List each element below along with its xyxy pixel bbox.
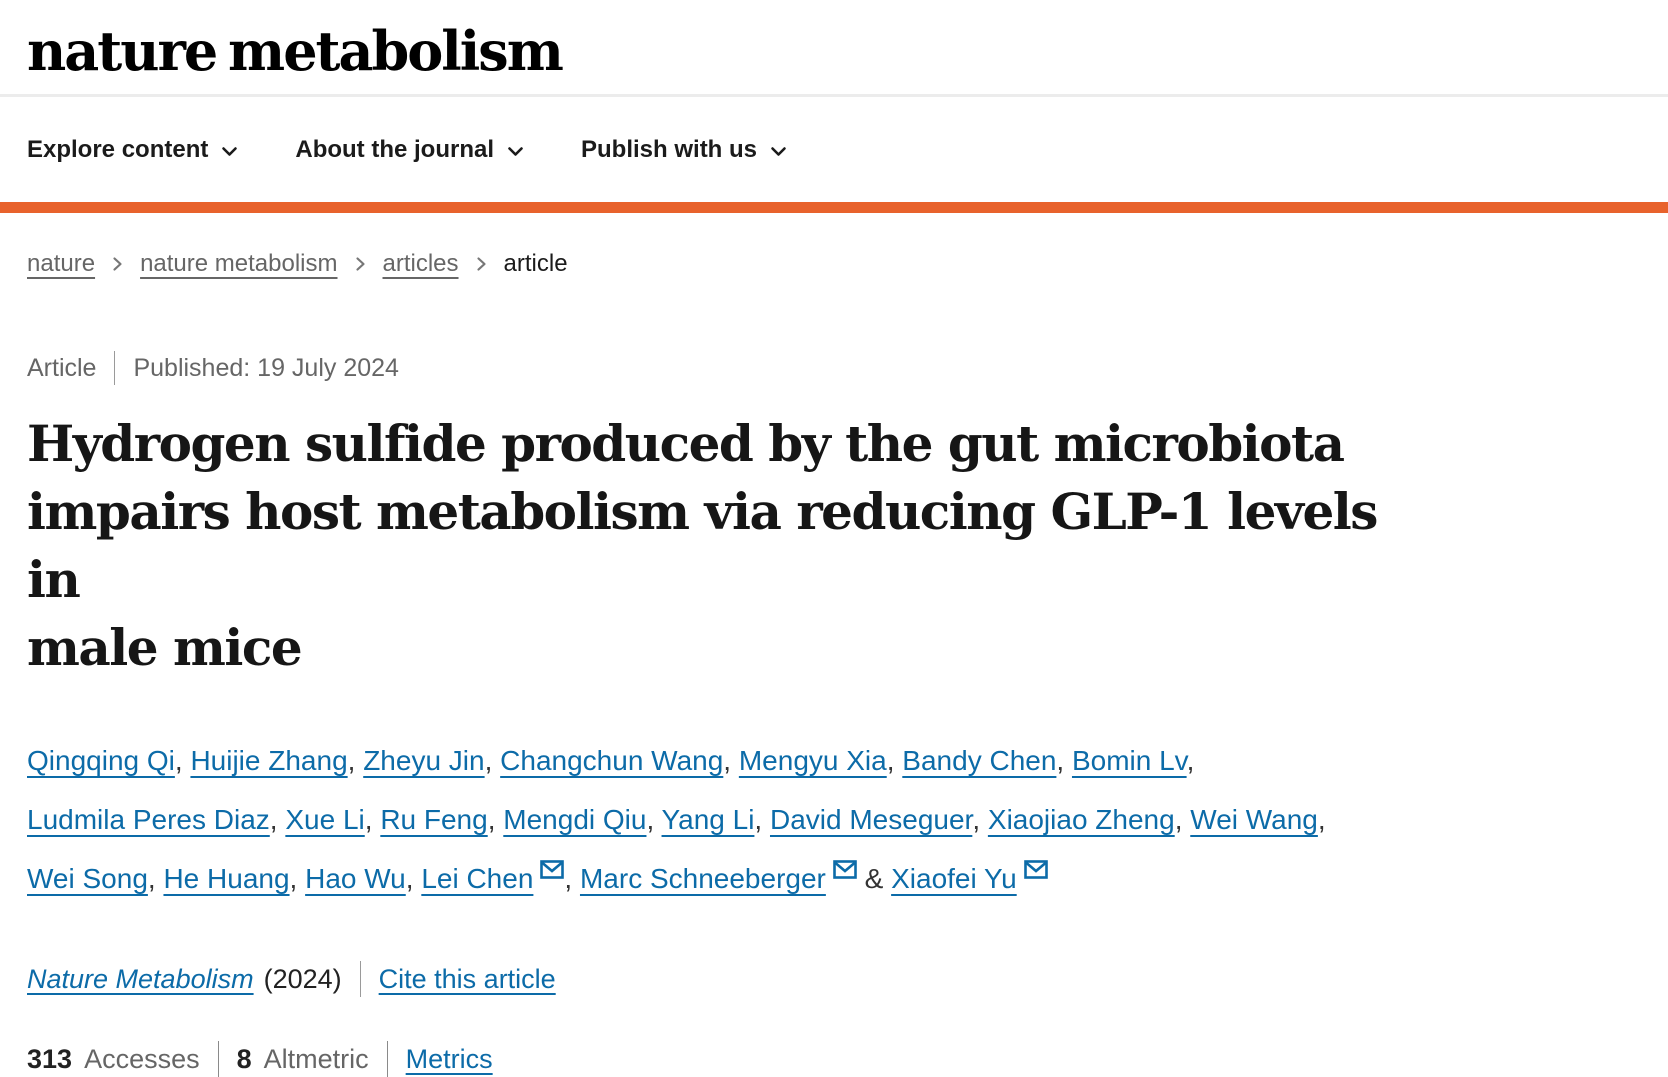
accesses-count: 313: [27, 1043, 73, 1074]
published-date: Published: 19 July 2024: [133, 353, 399, 382]
author-link[interactable]: Hao Wu: [305, 863, 406, 894]
author-link[interactable]: Yang Li: [661, 804, 755, 835]
author-separator: ,: [723, 745, 739, 776]
author-separator: ,: [564, 863, 580, 894]
breadcrumb-link-nature-metabolism[interactable]: nature metabolism: [140, 250, 338, 277]
journal-row: Nature Metabolism (2024) Cite this artic…: [27, 961, 1668, 997]
main-nav: Explore content About the journal Publis…: [0, 97, 1668, 202]
author-list: Qingqing Qi, Huijie Zhang, Zheyu Jin, Ch…: [27, 731, 1427, 908]
author-link[interactable]: Xue Li: [285, 804, 365, 835]
article-meta-row: Article Published: 19 July 2024: [27, 351, 1668, 385]
author-link[interactable]: He Huang: [163, 863, 290, 894]
journal-link[interactable]: Nature Metabolism: [27, 963, 254, 994]
chevron-right-icon: [355, 255, 366, 273]
author-link[interactable]: Zheyu Jin: [363, 745, 485, 776]
author-link[interactable]: Mengyu Xia: [738, 745, 887, 776]
author-link[interactable]: Wei Song: [27, 863, 148, 894]
nav-item-label: Explore content: [27, 135, 209, 163]
author-separator: ,: [347, 745, 364, 776]
author-separator: ,: [289, 863, 306, 894]
author-separator: ,: [174, 745, 191, 776]
breadcrumb-link-nature[interactable]: nature: [27, 250, 96, 277]
author-separator: ,: [269, 804, 286, 835]
author-separator: ,: [1174, 804, 1191, 835]
author-link[interactable]: Ludmila Peres Diaz: [27, 804, 270, 835]
chevron-right-icon: [112, 255, 123, 273]
author-link[interactable]: Wei Wang: [1190, 804, 1318, 835]
journal-divider: [359, 961, 361, 997]
masthead: nature metabolism: [0, 0, 1668, 97]
author-link[interactable]: Lei Chen: [421, 863, 534, 894]
chevron-right-icon: [476, 255, 487, 273]
cite-this-article-link[interactable]: Cite this article: [378, 963, 556, 994]
author-separator: &: [856, 863, 892, 894]
author-separator: ,: [646, 804, 662, 835]
accesses-label: Accesses: [84, 1043, 200, 1074]
chevron-down-icon: [770, 136, 787, 164]
nav-item-about-the-journal[interactable]: About the journal: [295, 136, 524, 164]
author-link[interactable]: David Meseguer: [769, 804, 973, 835]
breadcrumb-link-articles[interactable]: articles: [382, 250, 459, 277]
nav-item-publish-with-us[interactable]: Publish with us: [581, 136, 787, 164]
author-separator: ,: [405, 863, 422, 894]
author-link[interactable]: Ru Feng: [380, 804, 488, 835]
chevron-down-icon: [221, 136, 238, 164]
author-separator: ,: [1056, 745, 1072, 776]
author-separator: ,: [972, 804, 988, 835]
altmetric-label: Altmetric: [263, 1043, 369, 1074]
metrics-divider: [386, 1041, 388, 1077]
author-separator: ,: [1186, 745, 1195, 776]
author-link[interactable]: Bomin Lv: [1071, 745, 1187, 776]
journal-logo[interactable]: nature metabolism: [27, 19, 564, 83]
author-separator: ,: [147, 863, 164, 894]
author-link[interactable]: Mengdi Qiu: [503, 804, 647, 835]
author-separator: ,: [364, 804, 381, 835]
author-separator: ,: [484, 745, 501, 776]
author-link[interactable]: Qingqing Qi: [27, 745, 175, 776]
article-type-label: Article: [27, 353, 97, 382]
author-link[interactable]: Huijie Zhang: [190, 745, 348, 776]
article-main: Article Published: 19 July 2024 Hydrogen…: [0, 351, 1668, 1077]
breadcrumb-current: article: [503, 250, 568, 277]
altmetric-count: 8: [236, 1043, 252, 1074]
author-link[interactable]: Marc Schneeberger: [579, 863, 826, 894]
email-envelope-icon[interactable]: [1023, 840, 1048, 899]
nav-item-label: Publish with us: [581, 135, 758, 163]
meta-divider: [114, 351, 116, 385]
article-title-line: Hydrogen sulfide produced by the gut mic…: [27, 414, 1345, 473]
author-separator: ,: [886, 745, 903, 776]
nav-item-explore-content[interactable]: Explore content: [27, 136, 238, 164]
author-link[interactable]: Changchun Wang: [500, 745, 724, 776]
author-link[interactable]: Xiaofei Yu: [891, 863, 1017, 894]
author-link[interactable]: Bandy Chen: [902, 745, 1057, 776]
metrics-divider: [217, 1041, 219, 1077]
nav-item-label: About the journal: [295, 135, 495, 163]
journal-year: (2024): [263, 963, 342, 994]
email-envelope-icon[interactable]: [833, 840, 857, 899]
article-title-line: male mice: [27, 618, 303, 677]
accent-bar: [0, 202, 1668, 213]
author-separator: ,: [754, 804, 770, 835]
breadcrumb: nature nature metabolism articles article: [27, 250, 1668, 278]
article-title-line: impairs host metabolism via reducing GLP…: [27, 482, 1378, 609]
email-envelope-icon[interactable]: [540, 840, 565, 899]
author-separator: ,: [1317, 804, 1326, 835]
author-separator: ,: [487, 804, 504, 835]
metrics-row: 313 Accesses 8 Altmetric Metrics: [27, 1041, 1668, 1077]
article-title: Hydrogen sulfide produced by the gut mic…: [27, 410, 1427, 682]
chevron-down-icon: [507, 136, 524, 164]
author-link[interactable]: Xiaojiao Zheng: [987, 804, 1175, 835]
metrics-link[interactable]: Metrics: [405, 1043, 493, 1074]
